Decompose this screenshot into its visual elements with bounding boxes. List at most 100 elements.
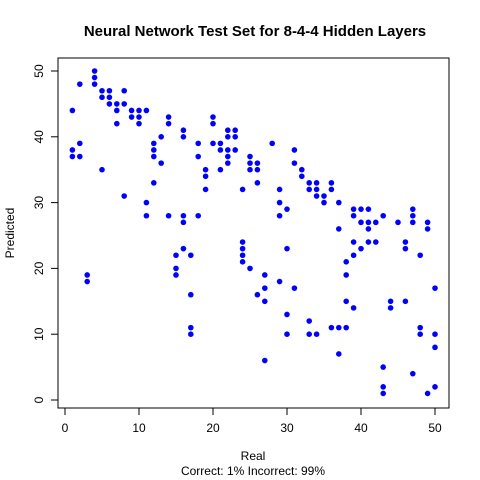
data-point — [69, 153, 76, 160]
data-point — [188, 324, 194, 331]
data-point — [247, 265, 253, 272]
data-point — [306, 186, 313, 193]
data-point — [262, 285, 268, 291]
data-point — [99, 87, 105, 94]
data-point — [321, 193, 327, 199]
data-point — [380, 212, 387, 219]
data-point — [313, 186, 320, 193]
data-point — [232, 134, 238, 140]
data-point — [99, 94, 105, 101]
data-point — [217, 147, 224, 153]
data-point — [121, 101, 127, 107]
data-point — [417, 252, 424, 259]
data-point — [365, 219, 372, 226]
data-point — [91, 68, 98, 74]
data-point — [410, 219, 416, 226]
data-point — [188, 291, 194, 298]
data-point — [165, 114, 172, 120]
data-point — [424, 226, 431, 232]
x-tick-label: 10 — [132, 421, 146, 435]
data-point — [306, 331, 313, 338]
data-point — [432, 384, 438, 390]
data-point — [284, 245, 290, 252]
data-point — [121, 87, 127, 94]
data-point — [387, 298, 394, 305]
data-point — [114, 101, 120, 107]
data-point — [365, 206, 372, 212]
data-point — [358, 245, 364, 252]
data-point — [358, 219, 364, 226]
data-point — [188, 252, 194, 259]
data-point — [276, 278, 283, 285]
data-point — [328, 186, 335, 193]
data-point — [328, 324, 335, 331]
data-point — [247, 166, 253, 173]
data-point — [195, 212, 201, 219]
data-point — [239, 259, 246, 265]
data-point — [188, 331, 194, 338]
data-point — [195, 140, 201, 147]
data-point — [402, 298, 409, 305]
data-point — [343, 259, 350, 265]
y-tick-label: 30 — [32, 196, 46, 210]
x-tick-label: 20 — [206, 421, 220, 435]
data-point — [358, 206, 364, 212]
data-point — [291, 147, 298, 153]
data-point — [91, 74, 98, 81]
data-point — [143, 212, 150, 219]
data-point — [239, 252, 246, 259]
data-point — [395, 219, 401, 226]
data-point — [239, 245, 246, 252]
data-point — [262, 357, 268, 364]
data-point — [180, 219, 187, 226]
data-point — [151, 147, 157, 153]
data-point — [158, 134, 164, 140]
data-point — [291, 285, 298, 291]
data-point — [387, 305, 394, 311]
data-point — [336, 226, 342, 232]
data-point — [180, 245, 187, 252]
data-point — [173, 252, 179, 259]
x-tick-label: 30 — [280, 421, 294, 435]
data-point — [158, 160, 164, 166]
data-point — [180, 127, 187, 134]
data-point — [143, 107, 150, 114]
data-point — [84, 278, 90, 285]
data-point — [114, 107, 120, 114]
data-point — [402, 245, 409, 252]
data-point — [373, 239, 379, 245]
data-point — [180, 212, 187, 219]
data-point — [254, 291, 261, 298]
data-point — [106, 94, 113, 101]
data-point — [247, 153, 253, 160]
data-point — [217, 166, 224, 173]
x-axis: 0 10 20 30 40 50 — [62, 407, 442, 435]
data-point — [350, 212, 357, 219]
data-point — [336, 199, 342, 206]
data-point — [151, 180, 157, 186]
x-tick-label: 0 — [62, 421, 69, 435]
data-point — [247, 160, 253, 166]
data-point — [210, 120, 216, 127]
data-point — [225, 147, 231, 153]
x-tick-label: 40 — [354, 421, 368, 435]
x-axis-label: Real — [241, 449, 266, 463]
data-point — [432, 285, 438, 291]
y-axis: 0 10 20 30 40 50 — [32, 64, 59, 403]
data-point — [151, 153, 157, 160]
data-point — [299, 166, 305, 173]
chart-subtitle: Correct: 1% Incorrect: 99% — [181, 464, 325, 478]
chart-title: Neural Network Test Set for 8-4-4 Hidden… — [84, 23, 426, 40]
y-tick-label: 10 — [32, 327, 46, 341]
x-tick-label: 50 — [428, 421, 442, 435]
data-point — [99, 166, 105, 173]
data-point — [410, 370, 416, 377]
data-point — [336, 324, 342, 331]
data-point — [254, 180, 261, 186]
data-point — [373, 219, 379, 226]
data-point — [410, 212, 416, 219]
data-point — [143, 199, 150, 206]
data-point — [225, 153, 231, 160]
y-tick-label: 0 — [32, 396, 46, 403]
